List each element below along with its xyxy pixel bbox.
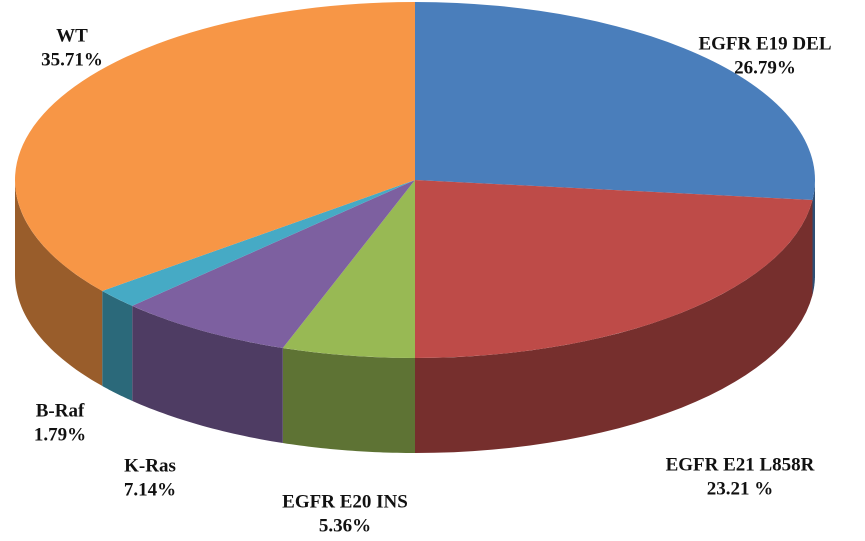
slice-label: WT [56, 25, 88, 46]
slice-value-label: 1.79% [34, 424, 86, 445]
slice-side [15, 180, 103, 386]
slice-side [812, 180, 815, 295]
slice-label: B-Raf [36, 400, 85, 421]
slice-value-label: 5.36% [319, 515, 371, 536]
slice-label: EGFR E19 DEL [698, 33, 831, 54]
slice [415, 2, 815, 200]
slice-side [415, 200, 813, 453]
slice-value-label: 35.71% [41, 49, 103, 70]
slice [102, 180, 416, 306]
slice-label: EGFR E21 L858R [666, 454, 815, 475]
slice-side [282, 348, 415, 453]
slice-value-label: 7.14% [124, 479, 176, 500]
slice [282, 180, 415, 358]
slice-value-label: 26.79% [734, 57, 796, 78]
slice [15, 2, 415, 291]
slice-label: EGFR E20 INS [282, 491, 408, 512]
slice-side [132, 305, 283, 443]
slice-side [102, 290, 133, 401]
slice-value-label: 23.21 % [707, 478, 774, 499]
slice [132, 180, 415, 349]
slice-label: K-Ras [124, 455, 176, 476]
slice [415, 180, 813, 358]
